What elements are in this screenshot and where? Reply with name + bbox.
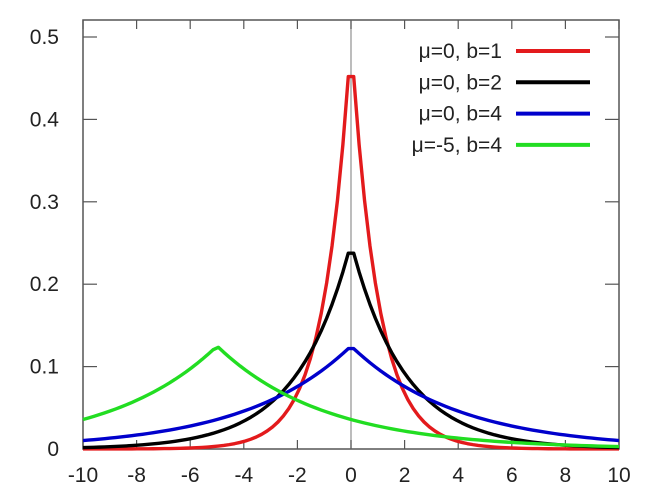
plot-axes: -10 -8 -6 -4 -2 0 2 4 6 8 10 0 0.1 0.2 0.3 0.4 0.5 — [30, 19, 631, 487]
x-tick-label: 2 — [399, 464, 411, 487]
x-tick-label: 0 — [345, 464, 357, 487]
y-tick-label: 0.3 — [30, 191, 59, 214]
series-line-3 — [82, 346, 620, 443]
x-tick-label: 8 — [560, 464, 572, 487]
x-tick-label: -6 — [181, 464, 200, 487]
legend-label: μ=0, b=2 — [419, 71, 502, 94]
y-tick-label: 0.5 — [30, 26, 59, 49]
y-tick-label: 0.1 — [30, 356, 59, 379]
x-tick-label: -10 — [68, 464, 98, 487]
legend-label: μ=0, b=1 — [419, 40, 502, 63]
series-line-1 — [83, 74, 619, 451]
x-tick-label: 4 — [452, 464, 464, 487]
x-tick-label: -8 — [127, 464, 146, 487]
y-tick-label: 0.2 — [30, 273, 59, 296]
legend-label: μ=0, b=4 — [419, 103, 503, 126]
y-tick-label: 0.4 — [30, 108, 60, 131]
x-tick-label: -4 — [234, 464, 253, 487]
x-tick-label: -2 — [288, 464, 307, 487]
series-line-4 — [82, 345, 620, 449]
legend: μ=0, b=1 μ=0, b=2 μ=0, b=4 μ=-5, b=4 — [412, 40, 590, 157]
y-tick-label: 0 — [47, 438, 59, 461]
x-tick-label: 10 — [607, 464, 630, 487]
legend-label: μ=-5, b=4 — [412, 134, 503, 157]
series-line-2 — [82, 251, 620, 450]
x-tick-label: 6 — [506, 464, 518, 487]
plot-curves — [82, 74, 620, 451]
